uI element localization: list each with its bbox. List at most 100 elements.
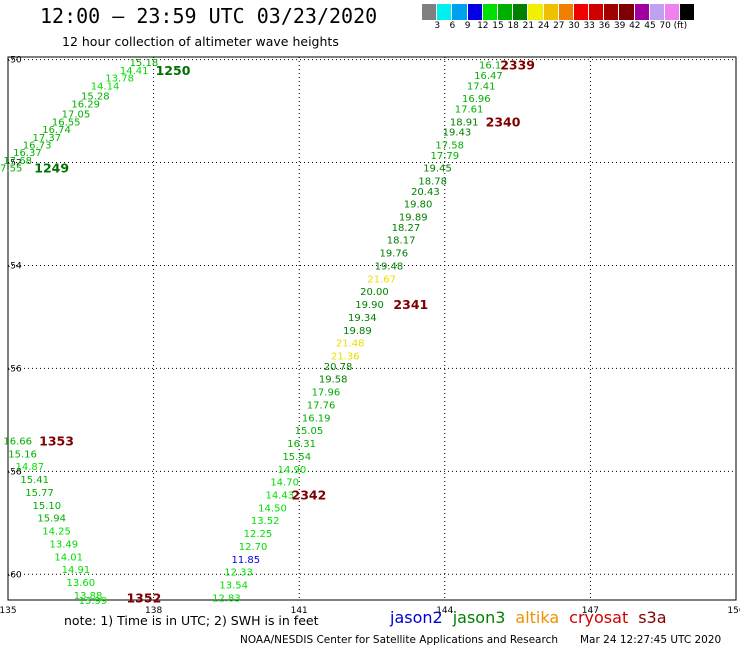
swh-value: 16.31 — [287, 439, 316, 450]
colorbar-labels: 3 6 9 12 15 18 21 24 27 30 33 36 39 42 45 70 (ft) — [422, 21, 740, 33]
swh-value: 17.76 — [307, 400, 336, 411]
lon-tick-label: 150 — [727, 606, 740, 616]
colorbar-swatch — [437, 4, 453, 20]
pass-time-label: 2339 — [500, 58, 535, 73]
swh-value: 21.36 — [331, 352, 360, 363]
swh-value: 14.43 — [265, 490, 294, 501]
swh-value: 17.41 — [467, 81, 496, 92]
colorbar-label: 9 — [464, 21, 471, 31]
swh-value: 15.94 — [37, 514, 66, 525]
colorbar-label: 42 — [629, 21, 641, 31]
lon-tick-label: 144 — [436, 606, 453, 616]
swh-value: 19.43 — [443, 128, 472, 139]
colorbar-label: 70 — [659, 21, 671, 31]
swh-value: 19.90 — [355, 300, 384, 311]
swh-value: 12.25 — [244, 529, 273, 540]
swh-value: 14.25 — [42, 527, 71, 538]
swh-value: 16.37 — [13, 148, 42, 159]
swh-value: 15.77 — [25, 488, 54, 499]
colorbar-swatch — [558, 4, 574, 20]
swh-value: 18.17 — [387, 236, 416, 247]
colorbar-label: (ft) — [673, 21, 688, 31]
colorbar-label: 24 — [537, 21, 550, 31]
swh-value: 16.73 — [23, 140, 52, 151]
lat-tick-label: -56 — [7, 364, 22, 374]
swh-value: 14.91 — [62, 565, 91, 576]
colorbar-swatch — [467, 4, 483, 20]
swh-value: 14.90 — [278, 465, 307, 476]
swh-value: 15.41 — [20, 475, 49, 486]
lat-tick-label: -58 — [7, 467, 22, 477]
colorbar-label: 27 — [553, 21, 565, 31]
swh-value: 13.78 — [105, 74, 134, 85]
swh-value: 13.54 — [219, 581, 248, 592]
map-title: 12:00 – 23:59 UTC 03/23/2020 — [40, 4, 378, 28]
swh-value: 11.85 — [231, 555, 260, 566]
lon-tick-label: 141 — [291, 606, 308, 616]
generated-timestamp: Mar 24 12:27:45 UTC 2020 — [580, 634, 722, 646]
colorbar-label: 30 — [568, 21, 580, 31]
colorbar-label: 45 — [644, 21, 656, 31]
swh-value: 20.78 — [324, 362, 353, 373]
swh-value: 21.48 — [336, 339, 365, 350]
swh-value: 19.34 — [348, 313, 377, 324]
lat-tick-label: -54 — [7, 261, 22, 271]
colorbar-label: 6 — [449, 21, 456, 31]
colorbar-label: 36 — [598, 21, 611, 31]
swh-value: 18.91 — [450, 117, 479, 128]
lat-tick-label: -50 — [7, 56, 22, 66]
colorbar-swatch — [634, 4, 650, 20]
lon-tick-label: 138 — [145, 606, 162, 616]
satellite-legend-item: jason3 — [452, 608, 506, 627]
swh-value: 17.68 — [3, 156, 32, 167]
swh-value: 19.89 — [399, 213, 428, 224]
colorbar-swatch — [649, 4, 665, 20]
lat-tick-label: -52 — [7, 159, 22, 169]
satellite-legend-item: altika — [515, 608, 560, 627]
pass-time-label: 1250 — [156, 63, 191, 78]
colorbar-label: 39 — [613, 21, 626, 31]
colorbar-label: 3 — [434, 21, 441, 31]
swh-value: 15.10 — [33, 501, 62, 512]
swh-value: 15.16 — [8, 449, 37, 460]
swh-value: 20.00 — [360, 287, 389, 298]
colorbar-swatch — [422, 4, 438, 20]
swh-value: 18.78 — [418, 177, 447, 188]
swh-value: 15.05 — [295, 426, 324, 437]
swh-value: 16.19 — [302, 413, 331, 424]
swh-value: 13.99 — [79, 596, 108, 607]
colorbar-swatch — [619, 4, 635, 20]
pass-time-label: 2342 — [292, 487, 327, 502]
colorbar-swatch — [589, 4, 605, 20]
pass-time-label: 2340 — [486, 114, 521, 129]
colorbar-label: 33 — [583, 21, 595, 31]
wave-height-colorbar — [422, 4, 696, 20]
colorbar-label: 21 — [522, 21, 535, 31]
swh-value: 16.17 — [479, 61, 508, 72]
pass-time-label: 2341 — [393, 297, 428, 312]
pass-time-label: 1352 — [126, 590, 161, 605]
satellite-legend-item: jason2 — [390, 608, 443, 627]
swh-value: 14.87 — [16, 462, 45, 473]
lat-tick-label: -60 — [7, 570, 22, 580]
swh-value: 16.74 — [42, 125, 71, 136]
swh-value: 16.47 — [474, 71, 503, 82]
swh-value: 15.18 — [130, 58, 159, 69]
map-subtitle: 12 hour collection of altimeter wave hei… — [62, 34, 339, 49]
colorbar-swatch — [680, 4, 696, 20]
units-note: note: 1) Time is in UTC; 2) SWH is in fe… — [64, 613, 319, 628]
colorbar-swatch — [528, 4, 544, 20]
swh-value: 15.28 — [81, 92, 110, 103]
lon-tick-label: 135 — [0, 606, 17, 616]
map-frame — [7, 56, 737, 601]
swh-value: 16.96 — [462, 94, 491, 105]
colorbar-swatch — [482, 4, 498, 20]
swh-value: 19.45 — [423, 164, 452, 175]
colorbar-swatch — [513, 4, 529, 20]
swh-value: 16.66 — [3, 436, 32, 447]
swh-value: 17.58 — [435, 140, 464, 151]
swh-value: 16.55 — [52, 117, 81, 128]
swh-value: 13.52 — [251, 516, 280, 527]
swh-value: 19.48 — [375, 261, 404, 272]
colorbar-swatch — [497, 4, 514, 20]
